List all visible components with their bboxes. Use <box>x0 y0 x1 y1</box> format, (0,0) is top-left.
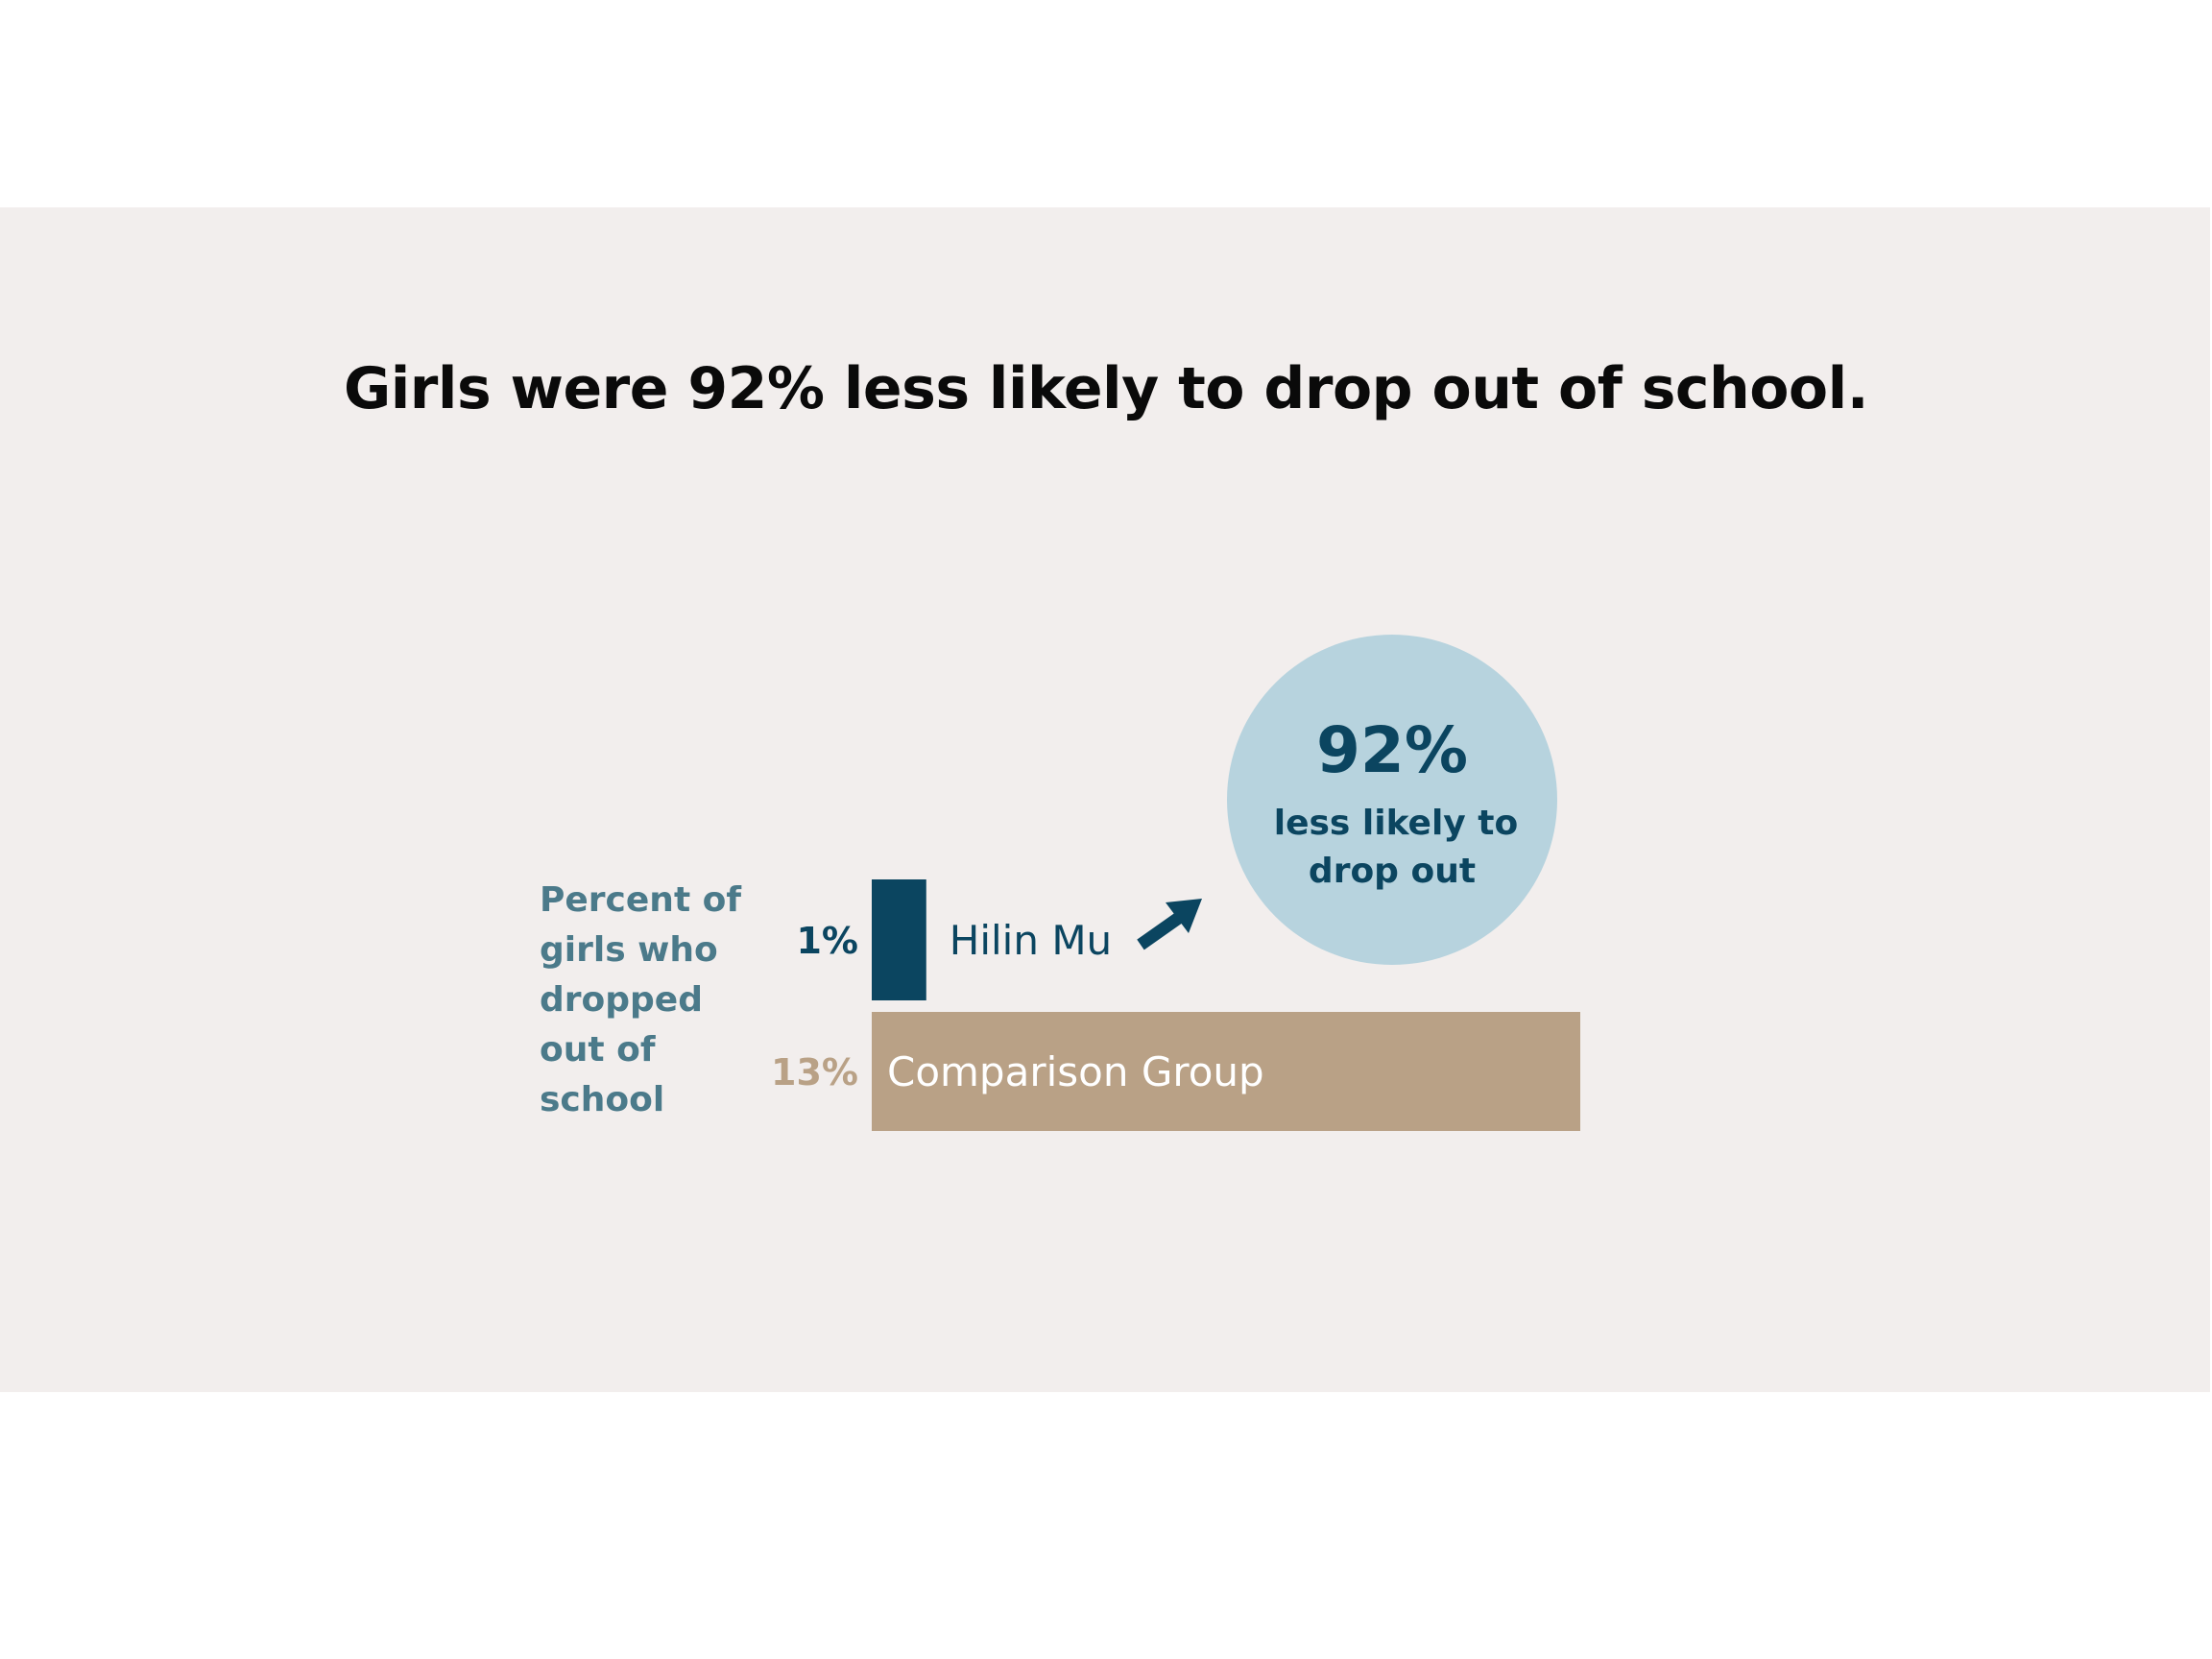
callout-text-line2: drop out <box>1309 852 1476 891</box>
category-label-1: Comparison Group <box>887 1048 1264 1095</box>
bars-group: 1% Hilin Mu 13% Comparison Group <box>771 879 1580 1131</box>
callout-value: 92% <box>1316 713 1468 787</box>
value-label-1: 13% <box>771 1051 858 1094</box>
chart-background-panel <box>0 207 2210 1392</box>
category-label-0: Hilin Mu <box>950 917 1112 964</box>
callout-group: 92% less likely to drop out <box>1137 635 1557 965</box>
arrow-up-right-icon <box>1137 899 1202 950</box>
callout-circle <box>1227 635 1557 965</box>
chart-title: Girls were 92% less likely to drop out o… <box>343 355 1869 422</box>
callout-text-line1: less likely to <box>1274 804 1519 843</box>
bar-0 <box>872 879 926 1000</box>
y-axis-label: Percent of girls who dropped out of scho… <box>540 880 742 1119</box>
bar-1 <box>872 1012 1580 1131</box>
value-label-0: 1% <box>796 920 858 962</box>
